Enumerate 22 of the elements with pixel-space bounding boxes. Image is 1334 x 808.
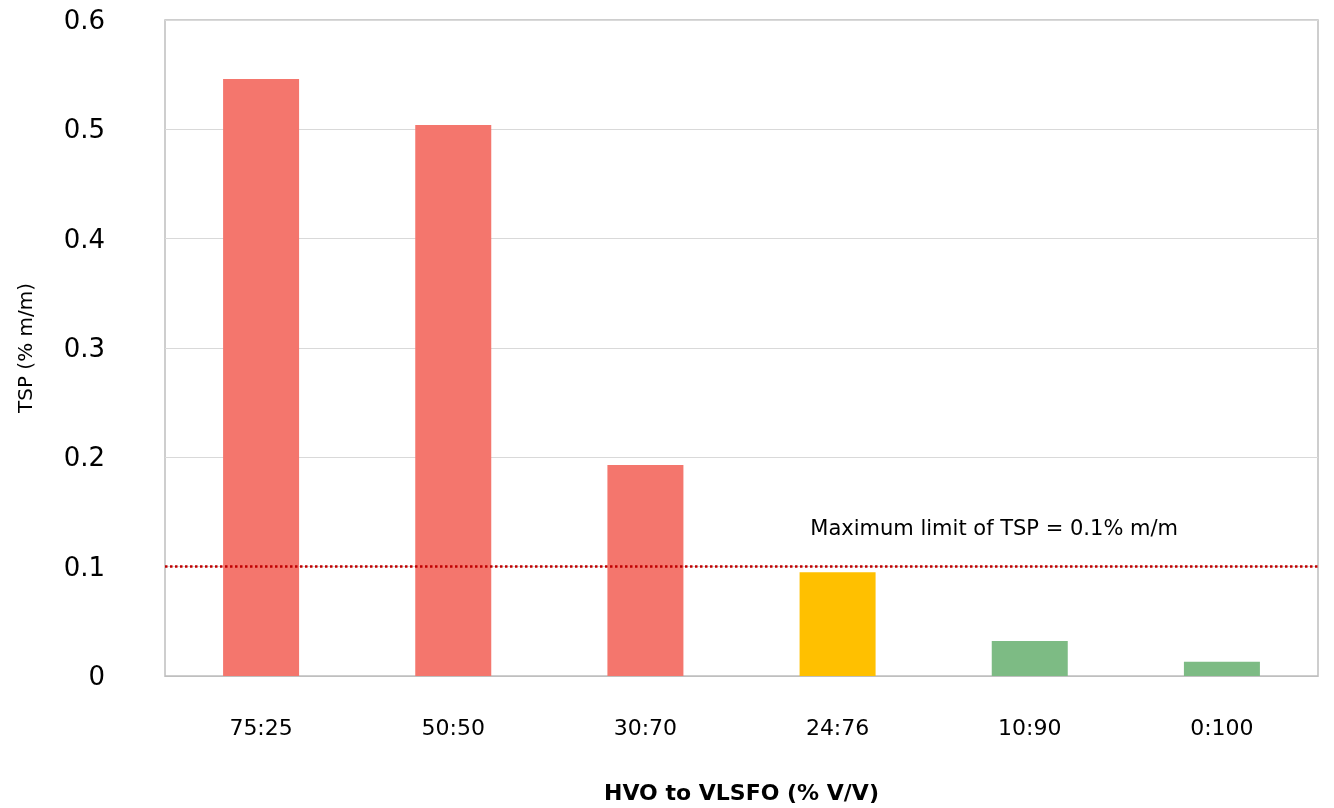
y-tick-label: 0: [88, 661, 105, 691]
y-tick-label: 0.3: [63, 333, 105, 363]
y-tick-label: 0.6: [63, 5, 105, 35]
bar: [799, 572, 876, 676]
bar: [1183, 661, 1260, 676]
y-tick-label: 0.2: [63, 442, 105, 473]
y-axis-title: TSP (% m/m): [13, 283, 37, 414]
y-tick-label: 0.4: [63, 223, 105, 254]
bar: [991, 641, 1068, 676]
y-tick-label: 0.1: [63, 551, 105, 582]
x-tick-label: 50:50: [421, 714, 485, 740]
x-tick-label: 24:76: [805, 714, 870, 740]
bar: [415, 124, 492, 676]
x-tick-label: 10:90: [998, 714, 1062, 740]
ref-line-label: Maximum limit of TSP = 0.1% m/m: [810, 516, 1178, 541]
x-axis-title: HVO to VLSFO (% V/V): [604, 779, 879, 805]
x-tick-label: 0:100: [1190, 714, 1254, 740]
x-tick-label: 75:25: [229, 714, 293, 740]
y-tick-label: 0.5: [63, 114, 105, 145]
bar: [607, 464, 684, 676]
bar: [223, 79, 300, 676]
x-tick-label: 30:70: [613, 714, 678, 740]
